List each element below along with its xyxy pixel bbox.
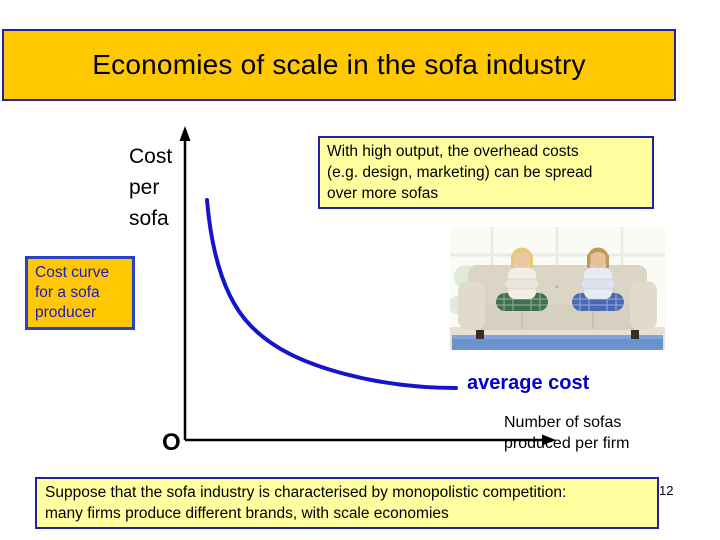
x-axis-arrowhead-icon xyxy=(542,434,556,446)
y-axis-label: Cost per sofa xyxy=(129,145,173,230)
y-axis-arrowhead-icon xyxy=(179,126,191,141)
page-number: 12 xyxy=(659,483,674,498)
sofa xyxy=(458,265,657,339)
rug-highlight xyxy=(452,335,663,339)
sofa-photo xyxy=(450,227,665,350)
x-axis-label: Number of sofas produced per firm xyxy=(504,414,630,452)
person-left xyxy=(496,247,548,311)
page-title: Economies of scale in the sofa industry xyxy=(92,49,586,80)
overhead-callout: With high output, the overhead costs (e.… xyxy=(318,136,654,209)
average-cost-curve xyxy=(205,198,458,390)
person-right xyxy=(572,247,624,311)
average-cost-label: average cost xyxy=(467,372,590,394)
title-banner: Economies of scale in the sofa industry xyxy=(2,29,676,101)
origin-label: O xyxy=(162,429,181,456)
cost-curve-callout: Cost curve for a sofa producer xyxy=(25,256,135,330)
bottom-callout: Suppose that the sofa industry is charac… xyxy=(35,477,659,529)
